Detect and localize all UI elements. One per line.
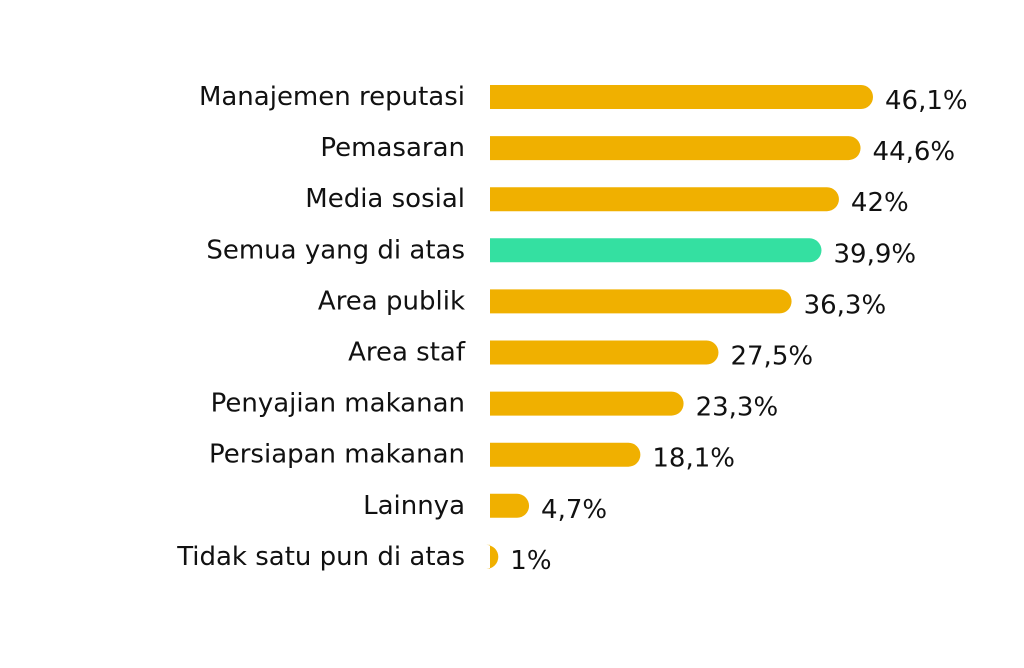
bar (490, 340, 719, 365)
category-label: Media sosial (305, 184, 465, 214)
bar (490, 493, 530, 518)
bar (490, 85, 873, 109)
value-label: 39,9% (833, 239, 916, 269)
category-label: Area staf (348, 338, 466, 368)
bar-highlight (490, 238, 822, 263)
bar (490, 442, 641, 467)
value-label: 1% (510, 546, 551, 576)
bar (490, 289, 792, 314)
bar (486, 544, 499, 569)
value-label: 4,7% (541, 495, 607, 525)
value-label: 18,1% (652, 444, 735, 474)
value-label: 44,6% (873, 137, 956, 167)
value-label: 27,5% (730, 342, 813, 372)
category-label: Semua yang di atas (206, 235, 465, 265)
category-label: Area publik (318, 286, 465, 316)
category-label: Lainnya (363, 491, 465, 521)
bar (490, 187, 839, 212)
value-label: 23,3% (696, 393, 779, 423)
category-label: Penyajian makanan (211, 389, 465, 419)
category-label: Persiapan makanan (209, 440, 465, 470)
category-label: Manajemen reputasi (199, 82, 465, 112)
bar (490, 391, 684, 416)
value-label: 36,3% (804, 290, 887, 320)
category-label: Tidak satu pun di atas (176, 542, 465, 572)
bar (490, 136, 861, 161)
value-label: 42% (851, 188, 909, 218)
value-label: 46,1% (885, 86, 968, 116)
category-label: Pemasaran (320, 133, 465, 163)
